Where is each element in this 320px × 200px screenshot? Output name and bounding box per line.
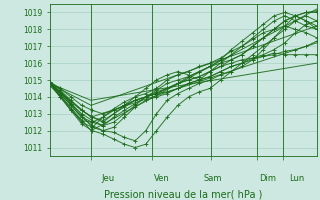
Text: Jeu: Jeu <box>102 174 115 183</box>
Text: Ven: Ven <box>154 174 170 183</box>
Text: Dim: Dim <box>259 174 276 183</box>
Text: Sam: Sam <box>203 174 222 183</box>
Text: Pression niveau de la mer( hPa ): Pression niveau de la mer( hPa ) <box>104 189 262 199</box>
Text: Lun: Lun <box>289 174 304 183</box>
